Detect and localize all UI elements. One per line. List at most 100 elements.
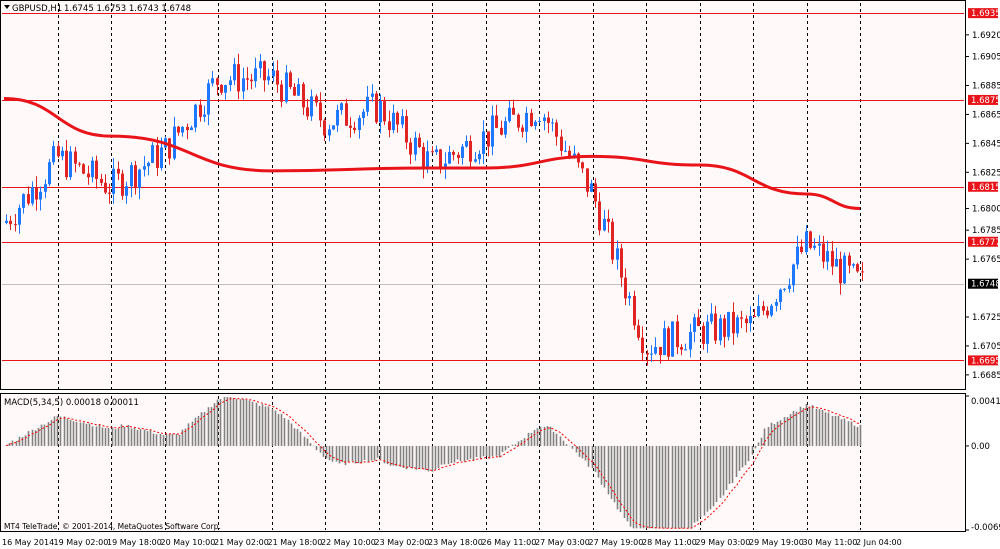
candle-body [543, 117, 546, 121]
candle-body [702, 326, 705, 344]
candle-body [104, 182, 107, 193]
candle-body [719, 318, 722, 341]
candle-body [831, 251, 834, 267]
candle-body [800, 246, 803, 253]
candle-body [521, 127, 524, 132]
candle-body [435, 149, 438, 153]
candle-body [710, 313, 713, 322]
candle-body [418, 137, 421, 147]
candle-body [392, 112, 395, 131]
current-price-label: 1.6748 [971, 280, 1000, 290]
candle-body [861, 271, 864, 273]
candle-body [121, 173, 124, 196]
macd-panel-frame [0, 393, 966, 532]
candle-body [91, 160, 94, 178]
candle-body [65, 150, 68, 178]
candle-body [457, 154, 460, 158]
candle-body [130, 165, 133, 187]
candle-body [822, 243, 825, 262]
candle-body [517, 114, 520, 128]
price-tick-label: 1.6905 [972, 53, 1000, 63]
candle-body [276, 70, 279, 85]
candle-body [581, 162, 584, 169]
candle-body [48, 162, 51, 185]
candle-body [779, 289, 782, 303]
time-label: 27 May 19:00 [589, 538, 644, 547]
candle-body [590, 183, 593, 192]
price-tick-label: 1.6920 [972, 31, 1000, 41]
candle-body [495, 115, 498, 128]
candle-body [813, 245, 816, 248]
candle-body [405, 116, 408, 143]
price-tick-label: 1.6725 [972, 313, 1000, 323]
candle-body [302, 84, 305, 108]
candle-body [633, 295, 636, 326]
candle-body [14, 224, 17, 226]
moving-average-line [3, 97, 861, 210]
copyright-text: MT4 TeleTrade, © 2001-2014, MetaQuotes S… [4, 522, 221, 531]
candle-body [82, 164, 85, 174]
candle-body [508, 107, 511, 122]
candle-body [620, 248, 623, 278]
candle-body [740, 317, 743, 319]
candle-body [353, 127, 356, 131]
candle-body [852, 264, 855, 266]
candle-body [211, 78, 214, 84]
candle-body [319, 102, 322, 121]
chart-header: GBPUSD,H1 1.6745 1.6753 1.6743 1.6748 [4, 4, 191, 14]
candle-body [835, 258, 838, 267]
time-label: 2 Jun 04:00 [856, 538, 902, 547]
candle-body [297, 84, 300, 96]
candle-body [233, 64, 236, 81]
level-price-tag [968, 236, 998, 247]
candle-body [74, 151, 77, 164]
candle-body [676, 321, 679, 348]
candle-body [242, 78, 245, 92]
candle-body [654, 347, 657, 354]
dropdown-arrow-icon[interactable] [4, 5, 10, 9]
candle-body [186, 126, 189, 131]
candle-body [714, 313, 717, 341]
candle-body [809, 231, 812, 248]
candle-body [568, 150, 571, 157]
symbol-label: GBPUSD,H1 [12, 4, 62, 14]
macd-panel[interactable] [0, 394, 966, 532]
time-label: 27 May 03:00 [535, 538, 590, 547]
candle-body [315, 96, 318, 103]
candle-body [624, 277, 627, 299]
candle-body [138, 169, 141, 188]
price-tick-label: 1.6685 [972, 371, 1000, 381]
level-price-label: 1.6695 [971, 356, 1000, 366]
candle-body [706, 321, 709, 344]
candle-body [190, 127, 193, 131]
candle-body [27, 194, 30, 204]
candle-body [749, 315, 752, 324]
price-tick-label: 1.6865 [972, 110, 1000, 120]
candle-body [762, 306, 765, 311]
candle-body [512, 107, 515, 115]
candle-body [199, 104, 202, 117]
time-label: 20 May 10:00 [161, 538, 216, 547]
candle-body [336, 109, 339, 126]
candle-body [44, 184, 47, 192]
candle-body [379, 101, 382, 123]
candle-body [482, 131, 485, 154]
candle-body [783, 288, 786, 290]
candle-body [125, 186, 128, 196]
candle-body [788, 285, 791, 289]
candle-body [246, 78, 249, 80]
candle-body [551, 122, 554, 124]
candle-body [173, 126, 176, 159]
candle-body [487, 131, 490, 147]
candle-body [117, 168, 120, 174]
candle-body [250, 79, 253, 82]
candle-body [414, 137, 417, 155]
candle-body [650, 353, 653, 355]
candle-body [598, 201, 601, 231]
time-label: 28 May 11:00 [642, 538, 697, 547]
candle-body [757, 306, 760, 316]
candle-body [452, 151, 455, 155]
candle-body [547, 117, 550, 123]
candle-body [134, 165, 137, 188]
